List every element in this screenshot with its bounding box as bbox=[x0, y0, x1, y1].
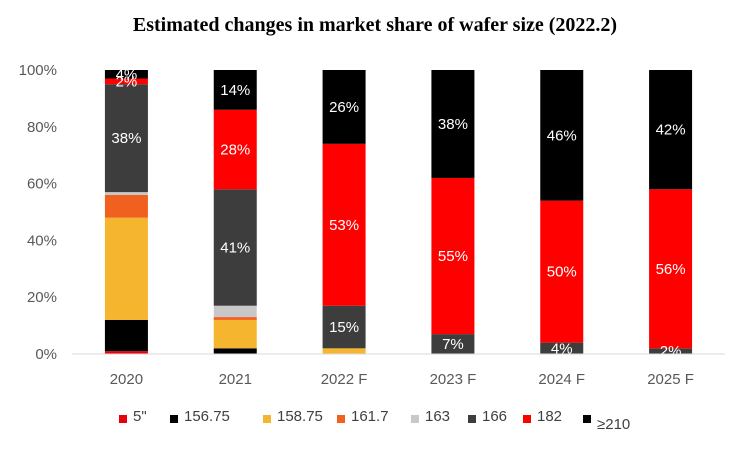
y-tick-label: 40% bbox=[27, 232, 57, 249]
segment-labels-layer: 38%2%4%41%28%14%15%53%26%7%55%38%4%50%46… bbox=[111, 66, 685, 360]
segment-label-2-7: 26% bbox=[329, 99, 359, 116]
bar-segment-2-5 bbox=[322, 305, 366, 349]
x-tick-label: 2023 F bbox=[430, 371, 477, 388]
legend-swatch bbox=[170, 415, 178, 423]
x-tick-label: 2024 F bbox=[538, 371, 585, 388]
y-tick-label: 100% bbox=[19, 62, 57, 79]
x-tick-label: 2025 F bbox=[647, 371, 694, 388]
bar-segment-3-7 bbox=[431, 70, 475, 178]
x-tick-label: 2020 bbox=[110, 371, 143, 388]
bar-segment-0-3 bbox=[104, 194, 148, 218]
bar-segment-4-6 bbox=[540, 200, 584, 343]
y-tick-label: 0% bbox=[35, 346, 57, 363]
y-tick-label: 20% bbox=[27, 289, 57, 306]
legend-swatch bbox=[411, 415, 419, 423]
legend-label: 166 bbox=[482, 408, 507, 425]
legend-label: ≥210 bbox=[597, 416, 630, 433]
bar-segment-0-4 bbox=[104, 192, 148, 195]
bar-segment-3-5 bbox=[431, 334, 475, 354]
legend-label: 163 bbox=[425, 408, 450, 425]
bar-segment-5-7 bbox=[649, 70, 693, 190]
bar-segment-2-6 bbox=[322, 143, 366, 306]
segment-label-3-7: 38% bbox=[438, 116, 468, 133]
segment-label-4-7: 46% bbox=[547, 127, 577, 144]
x-tick-label: 2022 F bbox=[321, 371, 368, 388]
legend-swatch bbox=[523, 415, 531, 423]
bar-segment-1-7 bbox=[213, 70, 257, 110]
bar-segment-3-6 bbox=[431, 177, 475, 335]
segment-label-2-5: 15% bbox=[329, 319, 359, 336]
bar-segment-0-1 bbox=[104, 319, 148, 352]
x-axis-ticks: 2020 2021 2022 F 2023 F 2024 F 2025 F bbox=[110, 371, 694, 388]
segment-label-1-5: 41% bbox=[220, 240, 250, 257]
bar-segment-1-1 bbox=[213, 348, 257, 354]
bar-segment-4-7 bbox=[540, 70, 584, 201]
legend-label: 5" bbox=[133, 408, 147, 425]
segment-label-3-6: 55% bbox=[438, 248, 468, 265]
bar-segment-1-5 bbox=[213, 189, 257, 306]
legend-swatch bbox=[583, 415, 591, 423]
y-tick-label: 80% bbox=[27, 119, 57, 136]
bar-segment-4-5 bbox=[540, 342, 584, 354]
bar-segment-0-2 bbox=[104, 217, 148, 320]
segment-label-5-7: 42% bbox=[656, 122, 686, 139]
segment-label-1-7: 14% bbox=[220, 82, 250, 99]
bar-segment-0-6 bbox=[104, 78, 148, 85]
segment-label-2-6: 53% bbox=[329, 217, 359, 234]
segment-label-3-5: 7% bbox=[442, 336, 464, 353]
legend-swatch bbox=[337, 415, 345, 423]
segment-label-1-6: 28% bbox=[220, 142, 250, 159]
bar-segment-0-5 bbox=[104, 84, 148, 193]
legend-label: 161.7 bbox=[351, 408, 389, 425]
legend-swatch bbox=[468, 415, 476, 423]
bar-segment-5-5 bbox=[649, 348, 693, 354]
segment-label-5-6: 56% bbox=[656, 261, 686, 278]
legend-label: 182 bbox=[537, 408, 562, 425]
bar-segment-2-7 bbox=[322, 70, 366, 144]
bar-segment-1-6 bbox=[213, 109, 257, 190]
segment-label-4-6: 50% bbox=[547, 264, 577, 281]
y-tick-label: 60% bbox=[27, 176, 57, 193]
segment-label-5-5: 2% bbox=[660, 343, 682, 360]
bar-segment-1-2 bbox=[213, 319, 257, 349]
legend-swatch bbox=[119, 415, 127, 423]
legend-label: 158.75 bbox=[277, 408, 323, 425]
bar-segment-2-2 bbox=[322, 348, 366, 354]
bar-segment-1-3 bbox=[213, 317, 257, 320]
legend-swatch bbox=[263, 415, 271, 423]
legend: 5" 156.75 158.75 161.7 163 166 182 ≥210 bbox=[119, 408, 630, 433]
chart-title: Estimated changes in market share of waf… bbox=[132, 14, 618, 36]
bar-segment-5-6 bbox=[649, 189, 693, 349]
bar-segment-1-4 bbox=[213, 305, 257, 318]
bars-layer bbox=[104, 70, 693, 354]
segment-label-0-5: 38% bbox=[111, 130, 141, 147]
bar-segment-0-0 bbox=[104, 351, 148, 354]
y-axis-ticks: 0% 20% 40% 60% 80% 100% bbox=[19, 62, 57, 363]
bar-segment-0-7 bbox=[104, 70, 148, 79]
legend-label: 156.75 bbox=[184, 408, 230, 425]
segment-label-4-5: 4% bbox=[551, 340, 573, 357]
segment-label-0-6: 2% bbox=[116, 73, 138, 90]
segment-label-0-7: 4% bbox=[116, 66, 138, 83]
x-tick-label: 2021 bbox=[219, 371, 252, 388]
